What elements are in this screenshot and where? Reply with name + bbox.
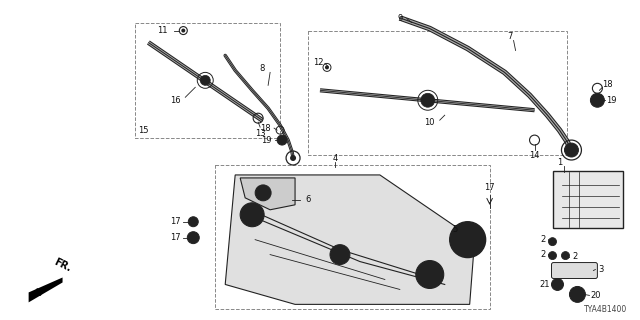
Text: FR.: FR.: [52, 257, 73, 274]
Text: 20: 20: [590, 291, 601, 300]
Text: 2: 2: [573, 252, 578, 261]
Circle shape: [552, 278, 563, 291]
Circle shape: [561, 252, 570, 260]
Text: 6: 6: [305, 195, 310, 204]
Circle shape: [188, 232, 199, 244]
Circle shape: [458, 230, 477, 250]
Circle shape: [416, 260, 444, 288]
Text: 16: 16: [170, 96, 180, 105]
Text: 19: 19: [261, 136, 271, 145]
Circle shape: [564, 143, 579, 157]
Text: 1: 1: [557, 158, 562, 167]
Circle shape: [420, 93, 435, 107]
Circle shape: [200, 76, 210, 85]
Circle shape: [591, 93, 604, 107]
Circle shape: [181, 28, 186, 33]
Circle shape: [255, 185, 271, 201]
Text: 13: 13: [255, 129, 266, 138]
Text: 2: 2: [540, 250, 545, 259]
Text: 17: 17: [170, 233, 180, 242]
Polygon shape: [29, 277, 63, 302]
FancyBboxPatch shape: [552, 262, 597, 278]
Circle shape: [424, 268, 436, 280]
Circle shape: [572, 289, 582, 300]
Circle shape: [450, 222, 486, 258]
Circle shape: [336, 251, 344, 259]
FancyBboxPatch shape: [554, 171, 623, 228]
Circle shape: [593, 96, 602, 104]
Text: 18: 18: [602, 80, 612, 89]
Circle shape: [548, 252, 557, 260]
Text: 9: 9: [397, 14, 403, 23]
Circle shape: [277, 135, 287, 145]
Text: 3: 3: [598, 265, 604, 274]
Text: 5: 5: [452, 225, 458, 234]
Text: 18: 18: [260, 124, 271, 132]
Circle shape: [190, 219, 196, 225]
Text: 12: 12: [313, 58, 323, 67]
Circle shape: [548, 238, 557, 246]
Circle shape: [325, 65, 329, 69]
Circle shape: [550, 240, 554, 244]
Circle shape: [290, 155, 296, 161]
Text: 14: 14: [529, 150, 540, 160]
Text: 10: 10: [424, 118, 435, 127]
Polygon shape: [240, 178, 295, 210]
Text: 7: 7: [507, 32, 512, 41]
Text: 21: 21: [540, 280, 550, 289]
Circle shape: [330, 244, 350, 265]
Text: TYA4B1400: TYA4B1400: [584, 305, 627, 314]
Text: 4: 4: [332, 154, 337, 163]
Text: 19: 19: [606, 96, 616, 105]
Circle shape: [563, 253, 568, 258]
Polygon shape: [225, 175, 475, 304]
Text: 17: 17: [170, 217, 180, 226]
Text: 8: 8: [259, 64, 265, 73]
Circle shape: [188, 217, 198, 227]
Circle shape: [240, 203, 264, 227]
Text: 15: 15: [138, 126, 148, 135]
Circle shape: [190, 235, 196, 241]
Circle shape: [279, 137, 285, 143]
Circle shape: [550, 253, 554, 258]
Circle shape: [554, 282, 561, 287]
Text: 2: 2: [540, 235, 545, 244]
Text: 11: 11: [157, 26, 168, 35]
Text: 17: 17: [484, 183, 495, 192]
Circle shape: [247, 210, 257, 220]
Circle shape: [570, 286, 586, 302]
